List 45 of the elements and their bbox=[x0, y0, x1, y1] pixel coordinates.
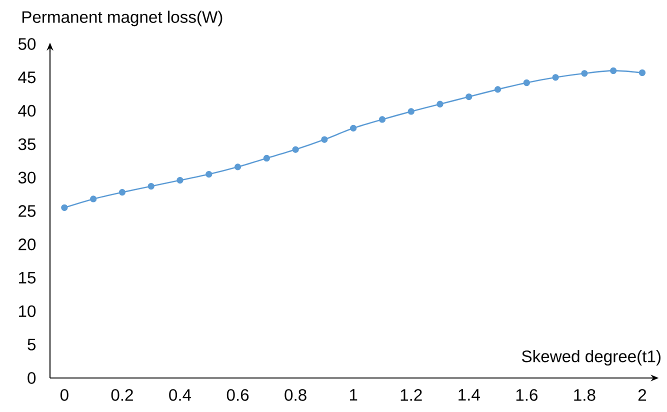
point bbox=[523, 79, 530, 86]
y-tick-label: 0 bbox=[28, 372, 36, 384]
x-tick-label: 1.6 bbox=[516, 389, 538, 401]
x-tick-label: 2 bbox=[638, 389, 646, 401]
x-tick-label: 1.2 bbox=[400, 389, 422, 401]
y-tick-label: 30 bbox=[18, 172, 36, 184]
x-tick-label: 1 bbox=[350, 389, 358, 401]
x-tick-label: 0.6 bbox=[226, 389, 249, 401]
x-tick-label: 0.2 bbox=[111, 389, 133, 401]
x-tick-label: 1.4 bbox=[458, 389, 480, 401]
y-tick-label: 40 bbox=[18, 104, 36, 117]
x-tick-label: 1.8 bbox=[574, 389, 596, 401]
y-tick-label: 50 bbox=[18, 38, 36, 50]
point bbox=[610, 67, 617, 74]
point bbox=[494, 86, 502, 93]
x-tick-label: 0 bbox=[60, 389, 68, 401]
point bbox=[466, 93, 472, 100]
point bbox=[148, 182, 154, 190]
point bbox=[206, 170, 212, 178]
point bbox=[378, 116, 386, 123]
point bbox=[90, 196, 97, 202]
y-axis-title: Permanent magnet loss(W) bbox=[22, 10, 222, 26]
y-tick-label: 5 bbox=[28, 338, 36, 350]
point bbox=[581, 70, 588, 77]
point bbox=[292, 146, 299, 153]
y-tick-label: 45 bbox=[18, 72, 36, 84]
x-axis-title: Skewed degree(t1) bbox=[522, 350, 660, 366]
point bbox=[234, 164, 242, 170]
point bbox=[436, 100, 444, 108]
y-tick-label: 15 bbox=[19, 272, 36, 284]
point bbox=[408, 108, 414, 115]
x-tick-label: 0.8 bbox=[284, 389, 306, 401]
point bbox=[321, 136, 328, 143]
y-tick-label: 10 bbox=[19, 305, 36, 318]
point bbox=[61, 204, 68, 211]
y-tick-label: 35 bbox=[18, 138, 36, 150]
point bbox=[118, 188, 126, 196]
x-tick-label: 0.4 bbox=[169, 389, 192, 401]
point bbox=[263, 154, 270, 162]
y-tick-label: 20 bbox=[18, 238, 36, 250]
point bbox=[350, 124, 357, 132]
point bbox=[176, 176, 184, 184]
point bbox=[638, 69, 646, 76]
y-tick-label: 25 bbox=[18, 205, 36, 217]
point bbox=[552, 74, 559, 81]
